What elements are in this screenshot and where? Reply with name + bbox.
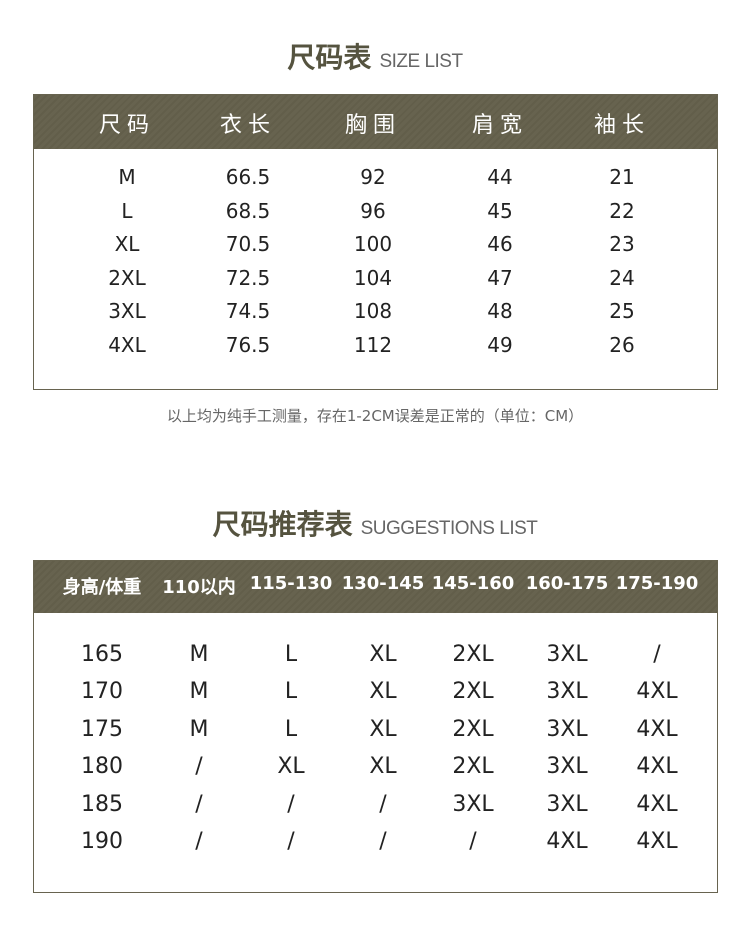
title-cn: 尺码表 (287, 41, 372, 74)
table-cell: 70.5 (225, 232, 271, 257)
table-cell: 112 (353, 333, 393, 357)
table-cell: L (284, 679, 298, 705)
table-cell: 180 (81, 754, 123, 780)
table-cell: 2XL (452, 754, 494, 780)
table-cell: M (189, 642, 209, 667)
table-cell: XL (369, 642, 397, 667)
table-cell: XL (114, 232, 140, 257)
table-cell: 68.5 (225, 198, 271, 223)
table-cell: 47 (487, 265, 513, 290)
table-cell: / (287, 829, 295, 854)
title-en: SUGGESTIONS LIST (360, 518, 538, 539)
table-cell: XL (369, 754, 397, 780)
table-cell: XL (369, 679, 397, 705)
table-cell: 44 (487, 165, 513, 189)
table-cell: / (195, 791, 203, 817)
table-cell: 3XL (546, 642, 588, 667)
table-cell: 3XL (108, 299, 146, 324)
table-cell: / (379, 829, 387, 854)
table-cell: 3XL (546, 754, 588, 780)
table-cell: 66.5 (225, 165, 271, 189)
table-cell: L (284, 642, 298, 667)
table-cell: 4XL (636, 829, 678, 854)
column-header: 160-175 (525, 573, 609, 594)
column-header: 110以内 (162, 577, 236, 598)
column-header: 尺码 (98, 113, 156, 138)
size-table: 尺码 衣长 胸围 肩宽 袖长 M 66.5 92 44 21 L 68.5 96 45 22 XL 70.5 1… (33, 94, 718, 390)
table-cell: 170 (81, 679, 123, 705)
table-cell: 2XL (452, 642, 494, 667)
column-header: 肩宽 (471, 113, 529, 138)
table-cell: 175 (81, 716, 123, 742)
table-cell: 4XL (636, 791, 678, 817)
table-cell: 104 (353, 265, 393, 290)
table-cell: 4XL (636, 754, 678, 780)
suggestions-table: 身高/体重 110以内 115-130 130-145 145-160 160-175 17… (33, 560, 718, 893)
suggestions-table-header: 身高/体重 110以内 115-130 130-145 145-160 160-175 17… (34, 561, 717, 613)
table-cell: 4XL (636, 716, 678, 742)
table-cell: 76.5 (225, 333, 271, 357)
table-cell: 3XL (546, 716, 588, 742)
column-header: 衣长 (219, 113, 277, 138)
table-cell: 4XL (546, 829, 588, 854)
table-cell: 22 (609, 198, 635, 223)
table-cell: 72.5 (225, 265, 271, 290)
table-cell: / (379, 791, 387, 817)
table-cell: 100 (353, 232, 393, 257)
table-cell: 21 (609, 165, 635, 189)
table-cell: 46 (487, 232, 513, 257)
column-header: 身高/体重 (62, 577, 142, 598)
table-cell: 3XL (546, 679, 588, 705)
measurement-note: 以上均为纯手工测量，存在1-2CM误差是正常的（单位：CM） (166, 407, 584, 425)
table-cell: 96 (360, 198, 386, 223)
table-cell: M (118, 165, 136, 189)
table-cell: 24 (609, 265, 635, 290)
table-cell: 26 (609, 333, 635, 357)
table-cell: 4XL (108, 333, 146, 357)
table-cell: 165 (81, 642, 123, 667)
table-cell: / (195, 829, 203, 854)
title-cn: 尺码推荐表 (212, 508, 353, 541)
table-cell: M (189, 716, 209, 742)
table-cell: M (189, 679, 209, 705)
table-cell: 45 (487, 198, 513, 223)
table-cell: 185 (81, 791, 123, 817)
table-cell: L (284, 716, 298, 742)
table-cell: / (195, 754, 203, 780)
size-table-header: 尺码 衣长 胸围 肩宽 袖长 (34, 95, 717, 149)
table-cell: 190 (81, 829, 123, 854)
table-cell: 2XL (452, 716, 494, 742)
table-cell: 2XL (108, 265, 146, 290)
table-cell: XL (369, 716, 397, 742)
table-cell: 2XL (452, 679, 494, 705)
column-header: 胸围 (344, 113, 402, 138)
table-cell: 3XL (452, 791, 494, 817)
column-header: 175-190 (615, 573, 699, 594)
table-cell: / (469, 829, 477, 854)
table-cell: / (287, 791, 295, 817)
table-cell: 108 (353, 299, 393, 324)
table-cell: / (653, 642, 661, 667)
table-cell: XL (277, 754, 305, 780)
column-header: 袖长 (593, 113, 651, 138)
table-cell: 25 (609, 299, 635, 324)
table-cell: 4XL (636, 679, 678, 705)
table-cell: 74.5 (225, 299, 271, 324)
title-en: SIZE LIST (379, 51, 463, 72)
suggestions-title: 尺码推荐表 SUGGESTIONS LIST (0, 503, 750, 543)
table-cell: 92 (360, 165, 386, 189)
table-cell: 49 (487, 333, 513, 357)
column-header: 130-145 (341, 573, 425, 594)
table-cell: 48 (487, 299, 513, 324)
table-cell: L (121, 198, 133, 223)
column-header: 115-130 (249, 573, 333, 594)
column-header: 145-160 (431, 573, 515, 594)
size-list-title: 尺码表 SIZE LIST (0, 36, 750, 76)
table-cell: 3XL (546, 791, 588, 817)
table-cell: 23 (609, 232, 635, 257)
